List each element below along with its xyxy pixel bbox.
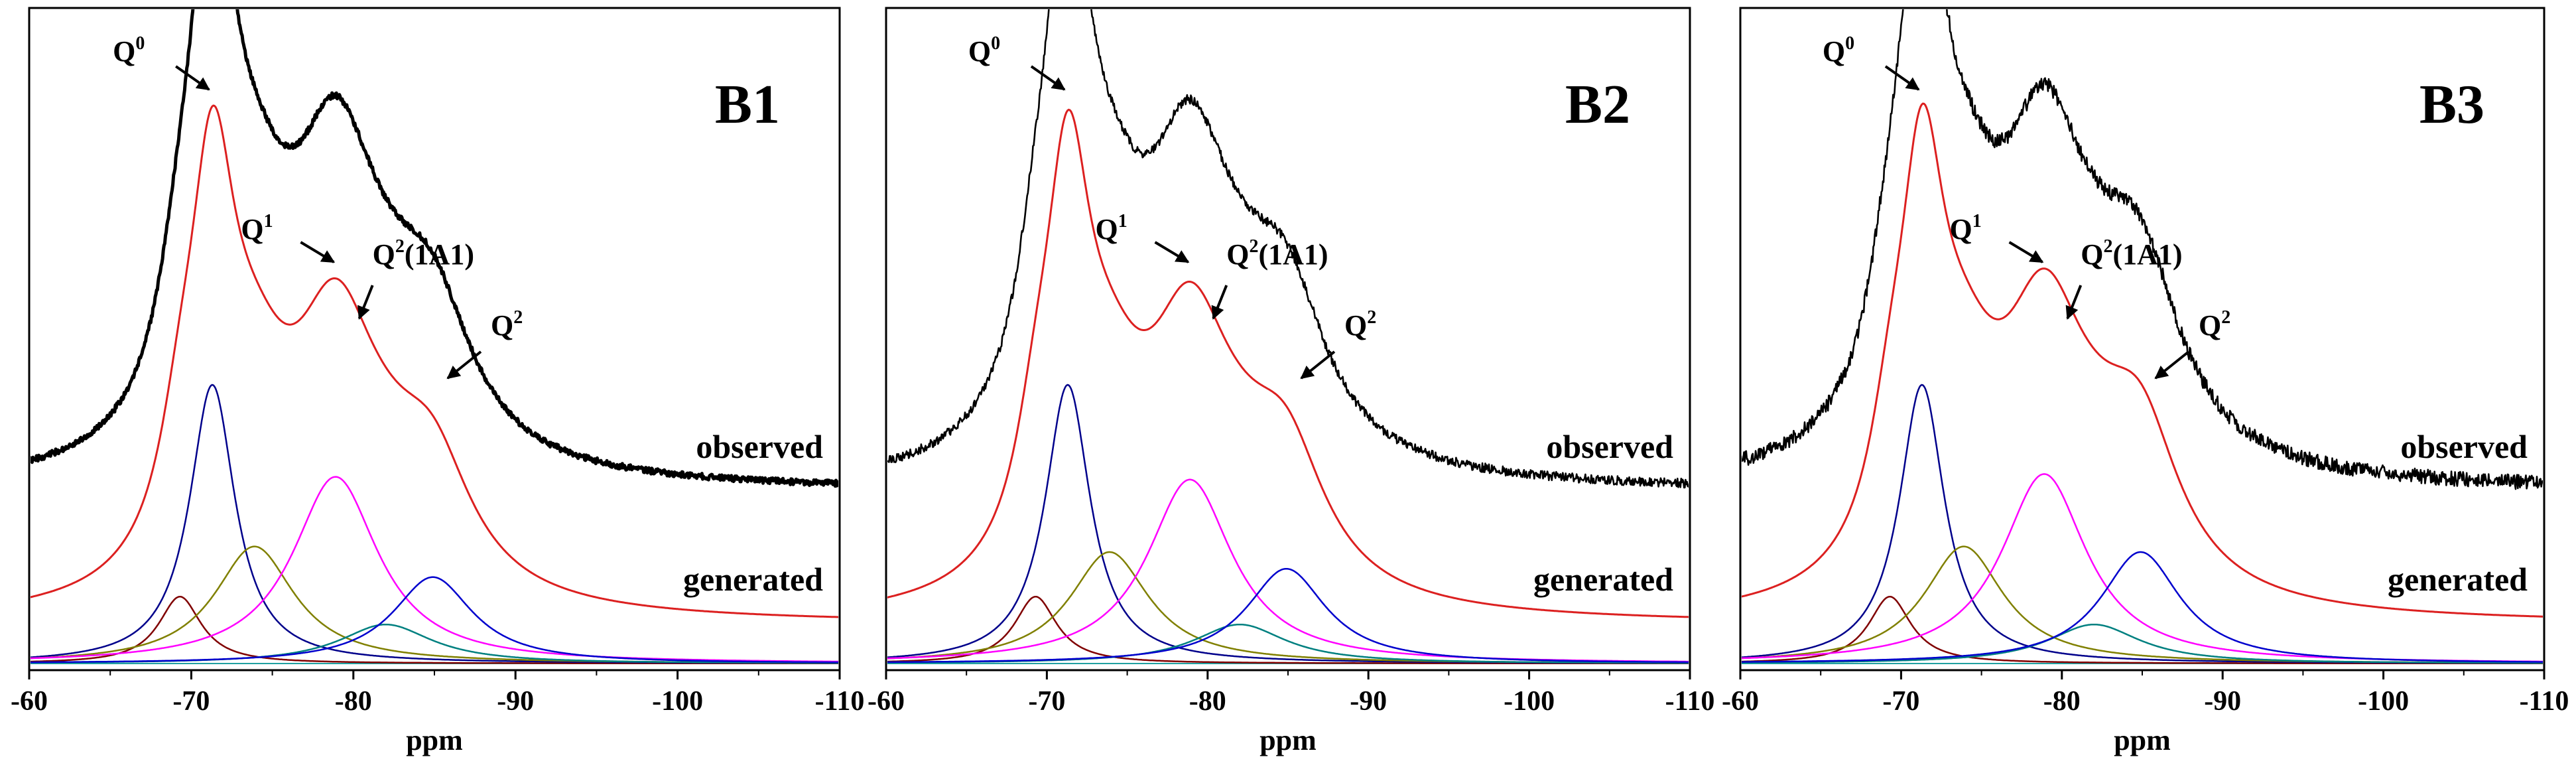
x-tick-label: -110 — [815, 686, 865, 717]
annotation-4: Q2 — [491, 307, 523, 342]
x-tick-label: -80 — [335, 686, 372, 717]
annotation-4: Q2 — [2199, 307, 2230, 342]
plot-area — [1742, 9, 2543, 665]
generated-label: generated — [1533, 561, 1673, 598]
annotation-3: Q2(1A1) — [373, 236, 474, 271]
component-peak-4 — [31, 476, 838, 663]
component-peak-6 — [1742, 551, 2543, 663]
panel-title: B3 — [2419, 74, 2484, 135]
observed-trace — [1742, 9, 2543, 490]
x-tick-label: -80 — [2043, 686, 2081, 717]
annotation-arrow-1 — [175, 65, 210, 91]
x-tick-label: -110 — [2520, 686, 2569, 717]
plot-area — [887, 9, 1689, 665]
generated-trace — [887, 108, 1689, 618]
x-tick-label: -70 — [172, 686, 210, 717]
x-tick-label: -90 — [497, 686, 534, 717]
generated-label: generated — [2388, 561, 2528, 598]
generated-trace — [31, 104, 838, 618]
annotation-2: Q1 — [241, 211, 273, 246]
annotation-2: Q1 — [1950, 211, 1982, 246]
observed-label: observed — [1546, 428, 1673, 465]
component-peak-5 — [1742, 623, 2543, 664]
panel-title: B1 — [715, 74, 780, 135]
x-axis-title: ppm — [406, 724, 463, 756]
component-peak-1 — [31, 595, 838, 665]
x-tick-label: -70 — [1028, 686, 1065, 717]
x-tick-label: -90 — [1350, 686, 1387, 717]
x-tick-label: -60 — [11, 686, 48, 717]
annotation-arrow-2 — [2008, 241, 2044, 263]
component-peak-6 — [31, 576, 838, 664]
x-tick-label: -100 — [2358, 686, 2409, 717]
annotation-arrow-1 — [1030, 65, 1066, 91]
generated-trace — [1742, 102, 2543, 618]
component-peak-1 — [1742, 595, 2543, 665]
observed-label: observed — [696, 428, 823, 465]
component-peak-1 — [887, 595, 1689, 665]
annotation-arrow-4 — [2154, 350, 2190, 380]
x-axis-title: ppm — [1259, 724, 1317, 756]
component-peak-2 — [31, 384, 838, 664]
annotation-4: Q2 — [1344, 307, 1376, 342]
panel-title: B2 — [1565, 74, 1630, 135]
component-peak-2 — [1742, 384, 2543, 664]
component-peak-5 — [31, 623, 838, 664]
annotation-3: Q2(1A1) — [1226, 236, 1328, 271]
annotation-1: Q0 — [1823, 33, 1854, 68]
annotation-1: Q0 — [968, 33, 1000, 68]
x-tick-label: -70 — [1882, 686, 1919, 717]
annotation-arrow-1 — [1884, 65, 1920, 91]
x-tick-label: -80 — [1189, 686, 1226, 717]
annotation-arrow-4 — [1300, 350, 1336, 380]
observed-trace — [31, 9, 838, 488]
chart-panel-b3: -60 -70 -80 -90 -100 -110 ppm B3 observed generat… — [1722, 7, 2569, 756]
x-tick-label: -100 — [1504, 686, 1555, 717]
annotation-arrow-3 — [2065, 285, 2083, 320]
annotation-2: Q1 — [1096, 211, 1127, 246]
observed-label: observed — [2400, 428, 2528, 465]
plot-area — [31, 9, 838, 665]
annotation-arrow-3 — [1211, 285, 1228, 320]
annotation-1: Q0 — [113, 33, 145, 68]
x-tick-label: -90 — [2204, 686, 2241, 717]
observed-trace — [887, 9, 1689, 489]
component-peak-6 — [887, 567, 1689, 664]
component-peak-2 — [887, 384, 1689, 664]
chart-panel-b2: -60 -70 -80 -90 -100 -110 ppm B2 observed generat… — [868, 7, 1715, 756]
annotation-3: Q2(1A1) — [2081, 236, 2182, 271]
annotation-arrow-3 — [357, 285, 374, 320]
x-tick-label: -60 — [1722, 686, 1759, 717]
chart-panel-b1: -60 -70 -80 -90 -100 -110 ppm B1 observed generat… — [11, 7, 865, 756]
generated-label: generated — [683, 561, 823, 598]
annotation-arrow-4 — [446, 350, 482, 380]
x-tick-label: -110 — [1665, 686, 1715, 717]
annotation-arrow-2 — [1154, 241, 1190, 263]
x-tick-label: -100 — [652, 686, 703, 717]
x-tick-label: -60 — [868, 686, 905, 717]
annotation-arrow-2 — [300, 241, 336, 263]
x-axis-title: ppm — [2114, 724, 2171, 756]
